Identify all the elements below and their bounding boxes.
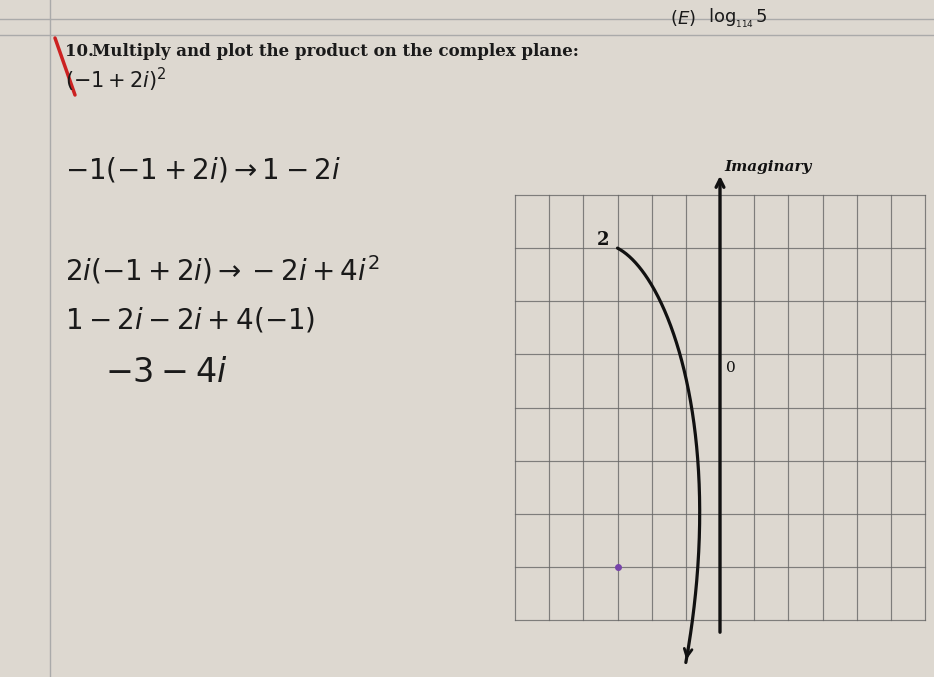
Text: 2: 2 (597, 231, 610, 249)
Text: 0: 0 (726, 362, 736, 375)
Text: $\log_{_{114}} 5$: $\log_{_{114}} 5$ (708, 7, 768, 30)
Text: $(E)$: $(E)$ (670, 8, 696, 28)
Text: Imaginary: Imaginary (724, 160, 812, 174)
Text: $1-2i-2i+4(-1)$: $1-2i-2i+4(-1)$ (65, 305, 316, 334)
Text: 10.: 10. (65, 43, 94, 60)
Text: $-1(-1+2i) \rightarrow 1-2i$: $-1(-1+2i) \rightarrow 1-2i$ (65, 156, 341, 185)
Text: $-3-4i$: $-3-4i$ (105, 357, 228, 389)
Text: Multiply and plot the product on the complex plane:: Multiply and plot the product on the com… (92, 43, 579, 60)
Text: $2i(-1+2i) \rightarrow -2i+4i^2$: $2i(-1+2i) \rightarrow -2i+4i^2$ (65, 254, 380, 286)
Text: $(-1+2i)^2$: $(-1+2i)^2$ (65, 66, 167, 94)
